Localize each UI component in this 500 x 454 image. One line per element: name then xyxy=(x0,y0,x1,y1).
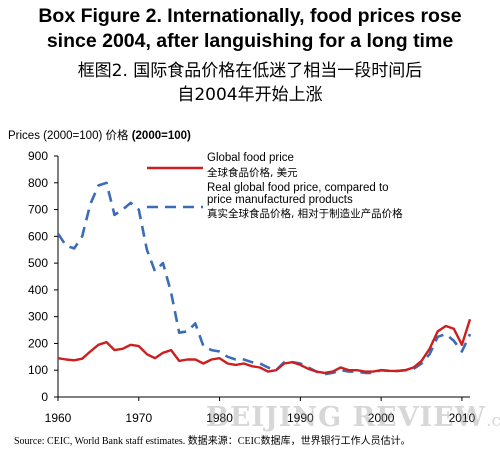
y-tick-label: 800 xyxy=(28,176,48,190)
legend-label-global-food-price: Global food price xyxy=(207,152,294,164)
legend-label-global-food-price-zh: 全球食品价格, 美元 xyxy=(207,166,298,179)
y-axis-label: Prices (2000=100) 价格 (2000=100) xyxy=(8,127,191,143)
legend-label-real-food-price-zh: 真实全球食品价格, 相对于制造业产品价格 xyxy=(207,207,403,220)
y-tick-label: 500 xyxy=(28,256,48,270)
y-tick-label: 600 xyxy=(28,229,48,243)
x-tick-label: 1990 xyxy=(287,411,314,425)
series-line-global-food-price xyxy=(57,318,472,375)
chart-title-zh-line1: 框图2. 国际食品价格在低迷了相当一段时间后 xyxy=(77,61,423,81)
chart-title-zh-line2: 自2004年开始上涨 xyxy=(177,85,323,105)
watermark-main: BEIJING REVIEW xyxy=(206,402,487,433)
y-axis-label-text: Prices (2000=100) 价格 xyxy=(8,130,129,142)
x-tick-label: 2000 xyxy=(368,411,395,425)
y-tick-label: 900 xyxy=(28,149,48,163)
y-tick-label: 100 xyxy=(28,363,48,377)
y-tick-label: 700 xyxy=(28,203,48,217)
chart-axes: 0 100 200 300 400 500 600 700 800 900 1960 1970 1980… xyxy=(28,149,476,425)
y-tick-label: 400 xyxy=(28,283,48,297)
x-tick-label: 1970 xyxy=(125,411,152,425)
y-axis-label-bold: (2000=100) xyxy=(131,130,191,142)
watermark-suffix: .com.cn xyxy=(486,411,500,431)
chart-legend: Global food price 全球食品价格, 美元 Real global f… xyxy=(147,152,403,220)
y-tick-label: 300 xyxy=(28,310,48,324)
x-tick-label: 2010 xyxy=(449,411,476,425)
chart-title-en-line2: since 2004, after languishing for a long… xyxy=(46,30,454,52)
source-note: Source: CEIC, World Bank staff estimates… xyxy=(14,436,411,447)
chart-title-en-line1: Box Figure 2. Internationally, food pric… xyxy=(38,5,462,27)
chart-series-layer xyxy=(56,181,472,376)
y-tick-label: 0 xyxy=(41,390,48,404)
x-tick-label: 1980 xyxy=(206,411,233,425)
x-tick-label: 1960 xyxy=(45,411,72,425)
y-tick-label: 200 xyxy=(28,336,48,350)
watermark: BEIJING REVIEW.com.cn xyxy=(206,402,500,433)
legend-label-real-food-price: Real global food price, compared to price… xyxy=(207,182,389,206)
